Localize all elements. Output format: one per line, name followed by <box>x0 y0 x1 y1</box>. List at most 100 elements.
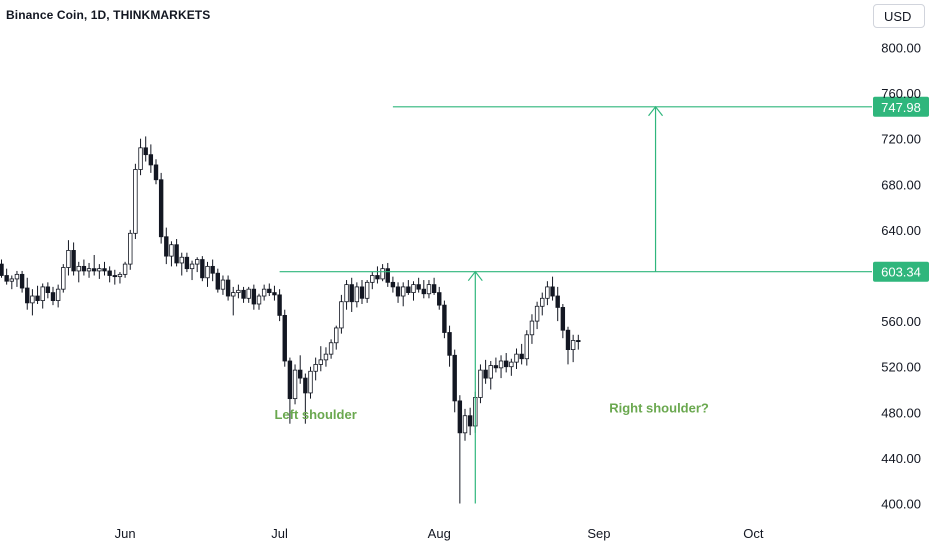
candle-body-up <box>9 278 14 282</box>
candle-body-up <box>344 284 349 303</box>
candle-body-up <box>169 244 174 257</box>
candle <box>246 286 251 303</box>
candle <box>61 264 66 293</box>
candle <box>524 330 529 366</box>
candle-body-up <box>540 297 545 307</box>
candle-body-up <box>570 340 576 351</box>
candle <box>14 270 20 287</box>
candle <box>308 366 313 399</box>
candle <box>426 280 432 299</box>
candle-body-down <box>503 360 509 368</box>
candle-body-down <box>210 265 215 274</box>
candle <box>25 277 30 310</box>
candle-body-down <box>493 365 499 369</box>
candle-body-up <box>364 281 370 299</box>
candle <box>215 268 220 293</box>
candle-body-up <box>545 286 550 299</box>
candle-body-up <box>179 256 184 264</box>
y-tick-label: 560.00 <box>881 314 921 329</box>
candle <box>540 292 545 316</box>
candle-body-down <box>437 292 442 306</box>
candle <box>555 286 560 322</box>
price-axis[interactable]: 800.00 760.00 720.00 680.00 640.00 560.00 520.… <box>881 41 921 512</box>
x-tick-label: Oct <box>743 526 764 541</box>
candle-body-down <box>71 250 76 272</box>
candle-body-down <box>375 275 380 280</box>
candle <box>138 138 143 176</box>
candle-body-up <box>534 305 540 322</box>
candle-body-down <box>200 259 205 279</box>
candle-body-down <box>447 332 452 356</box>
candle-body-up <box>339 301 344 329</box>
candle-body-up <box>138 147 143 170</box>
candle-body-up <box>189 263 195 270</box>
candle-body-down <box>303 377 308 394</box>
candle <box>277 289 282 322</box>
candle-body-down <box>349 284 354 303</box>
candle-body-down <box>457 400 463 434</box>
price-badge <box>873 96 929 117</box>
candle-body-down <box>4 275 9 282</box>
candle-body-down <box>359 286 365 299</box>
annotation-label[interactable]: Left shoulder <box>274 407 356 422</box>
candle-body-down <box>241 289 246 299</box>
candle <box>390 276 396 293</box>
candle <box>174 239 179 267</box>
candle-body-down <box>421 288 426 295</box>
candle <box>534 301 540 330</box>
y-tick-label: 760.00 <box>881 86 921 101</box>
candle <box>272 285 277 301</box>
measure-arrow[interactable] <box>467 270 483 504</box>
candle <box>287 357 293 424</box>
candle-body-down <box>25 287 30 304</box>
candle-body-down <box>153 164 159 181</box>
measure-arrow[interactable] <box>648 105 664 272</box>
candle <box>102 261 107 276</box>
candle-body-up <box>498 360 504 369</box>
candle <box>40 283 45 309</box>
candle <box>35 285 40 304</box>
candle <box>194 257 200 273</box>
time-axis[interactable]: Jun Jul Aug Sep Oct <box>115 526 764 541</box>
candle-body-down <box>467 415 473 427</box>
price-badge <box>873 261 929 282</box>
candle <box>184 252 190 273</box>
candle <box>169 241 174 267</box>
candle-body-down <box>174 244 179 264</box>
candle <box>323 347 329 367</box>
candle <box>297 355 303 384</box>
candle <box>256 293 262 310</box>
candle <box>442 300 447 339</box>
candle <box>86 262 92 278</box>
candle-body-up <box>354 286 360 303</box>
candle-body-down <box>442 304 447 333</box>
candle-body-down <box>431 284 437 293</box>
candle <box>359 280 365 304</box>
currency-button[interactable]: USD <box>873 4 925 28</box>
candle-body-down <box>483 369 488 379</box>
candle <box>313 357 318 381</box>
candle <box>164 227 169 265</box>
candle <box>117 272 123 284</box>
candle-body-up <box>220 279 226 290</box>
candle-body-up <box>122 263 128 275</box>
annotation-label[interactable]: Right shoulder? <box>609 400 709 415</box>
candle-body-down <box>251 288 257 305</box>
candle <box>220 275 226 295</box>
candle <box>380 264 385 282</box>
price-badge-label: 603.34 <box>881 265 921 280</box>
candle-body-down <box>92 268 97 272</box>
candle <box>45 282 51 299</box>
candle-body-down <box>81 265 87 272</box>
y-tick-label: 640.00 <box>881 223 921 238</box>
candle-body-up <box>370 275 375 283</box>
candle <box>205 261 210 287</box>
candle-body-up <box>66 250 71 268</box>
candle <box>128 229 133 270</box>
candle <box>189 260 195 281</box>
candle-body-down <box>45 286 51 293</box>
candle-body-up <box>246 288 251 299</box>
candle <box>0 259 4 278</box>
candle <box>375 266 380 284</box>
